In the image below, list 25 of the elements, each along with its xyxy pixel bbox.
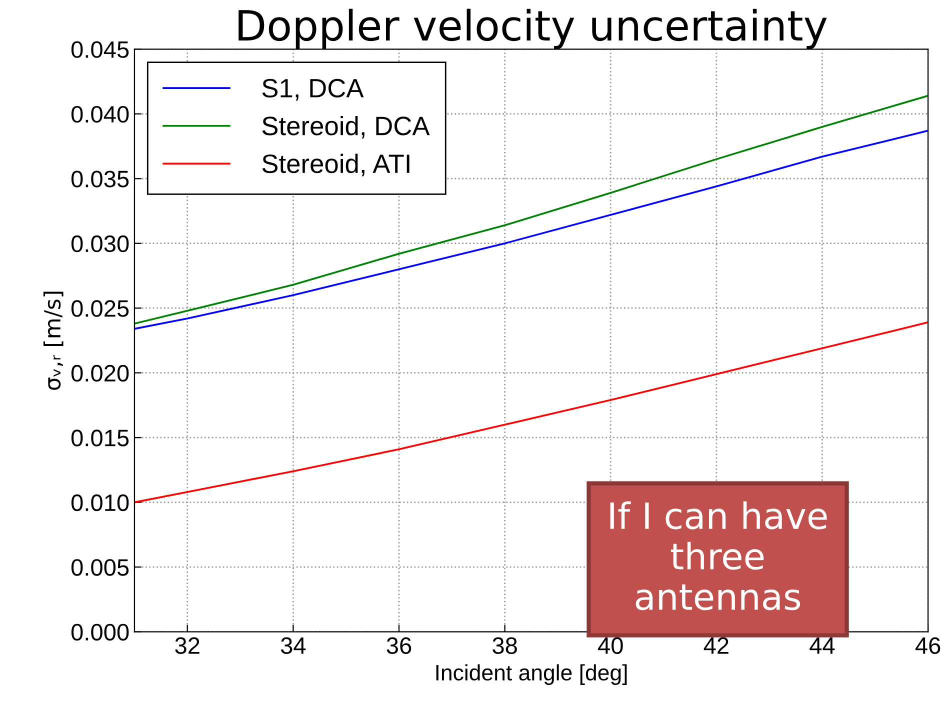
y-tick-label: 0.025 <box>71 300 129 317</box>
x-tick-label: 42 <box>704 637 728 654</box>
legend-label: Stereoid, ATI <box>262 154 410 176</box>
legend-label: S1, DCA <box>262 78 364 101</box>
y-axis-title: σᵥ,ᵣ [m/s] <box>43 292 64 390</box>
y-tick-label: 0.015 <box>71 430 129 446</box>
y-tick-label: 0.045 <box>71 41 129 58</box>
y-tick-label: 0.030 <box>71 235 129 252</box>
legend-label: Stereoid, DCA <box>262 116 430 138</box>
y-tick-label: 0.010 <box>71 494 129 512</box>
x-tick-label: 46 <box>915 637 940 654</box>
y-tick-label: 0.040 <box>71 106 129 123</box>
y-tick-label: 0.035 <box>71 170 129 188</box>
x-tick-label: 36 <box>386 637 412 654</box>
x-tick-label: 44 <box>810 638 835 654</box>
x-axis-title: Incident angle [deg] <box>436 664 627 685</box>
annotation: If I can have three antennas <box>610 501 827 610</box>
y-tick-label: 0.020 <box>71 364 129 382</box>
x-tick-label: 32 <box>175 637 200 654</box>
x-tick-label: 34 <box>280 637 306 654</box>
y-tick-label: 0.000 <box>71 624 129 641</box>
y-tick-label: 0.005 <box>71 559 129 576</box>
x-tick-label: 40 <box>598 637 623 654</box>
chart-title: Doppler velocity uncertainty <box>238 8 827 50</box>
x-tick-label: 38 <box>492 637 517 654</box>
